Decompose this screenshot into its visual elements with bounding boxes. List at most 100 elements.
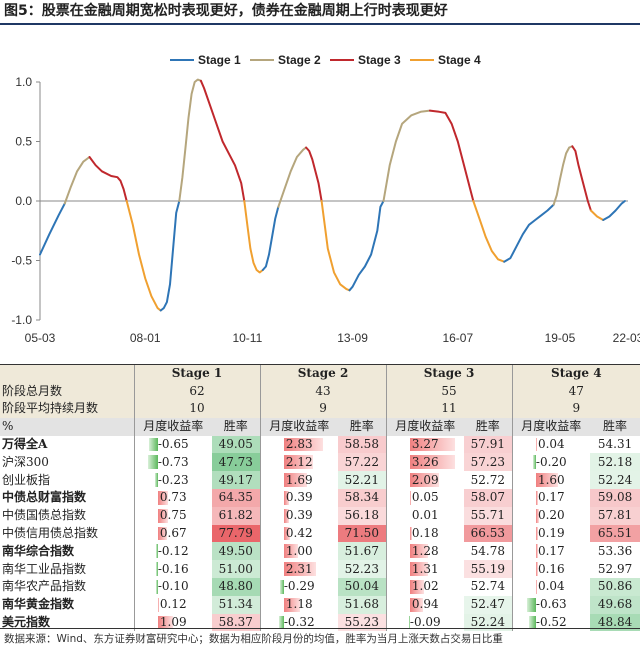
ret-data-bar	[148, 437, 158, 452]
ret-data-bar	[156, 544, 158, 559]
ret-data-bar	[279, 580, 284, 594]
win-cell: 66.53	[464, 524, 513, 543]
table-row: 中债国债总指数 0.75 61.82 0.39 56.18 0.01 55.71 0.20 57…	[0, 506, 640, 525]
win-cell: 52.23	[338, 560, 387, 579]
ret-cell: 2.12	[259, 453, 339, 472]
ret-value: 0.94	[411, 597, 439, 612]
ret-data-bar	[535, 526, 539, 541]
ret-cell: -0.65	[133, 435, 212, 454]
win-cell: 56.18	[338, 506, 387, 525]
legend-label-4: Stage 4	[438, 53, 481, 67]
series-segment-stage-3	[305, 146, 323, 202]
ret-value: 1.69	[285, 472, 313, 487]
series-segment-stage-3	[428, 109, 475, 202]
table-row: 中债总财富指数 0.73 64.35 0.39 58.34 0.05 58.07 0.17 59…	[0, 489, 640, 507]
table-row: 南华农产品指数 -0.10 48.80 -0.29 50.04 1.02 52.74 0.04…	[0, 578, 640, 596]
win-cell: 50.04	[338, 578, 387, 596]
ret-cell: 0.18	[385, 524, 465, 543]
win-cell: 52.74	[464, 578, 513, 596]
ret-cell: 1.18	[259, 595, 339, 614]
ret-value: 1.00	[285, 543, 313, 558]
ret-value: 1.18	[285, 597, 313, 612]
row-name: 南华农产品指数	[2, 579, 87, 594]
win-cell: 52.24	[464, 613, 513, 632]
ret-value: 0.75	[159, 508, 187, 523]
ret-data-bar	[157, 615, 173, 630]
ret-cell: -0.32	[259, 613, 339, 632]
ret-cell: 1.69	[259, 471, 339, 490]
win-cell: 52.24	[590, 471, 640, 490]
ret-data-bar	[409, 491, 411, 505]
win-cell: 48.80	[212, 578, 261, 596]
ret-data-bar	[408, 615, 410, 630]
ret-data-bar	[157, 526, 168, 541]
ret-cell: 2.09	[385, 471, 465, 490]
win-cell: 52.72	[464, 471, 513, 490]
ret-data-bar	[409, 562, 429, 577]
legend-label-3: Stage 3	[358, 53, 401, 67]
y-tick-label: -0.5	[11, 254, 32, 268]
series-segment-stage-4	[320, 200, 351, 292]
series-segment-stage-4	[243, 200, 264, 274]
ret-cell: 1.60	[511, 471, 591, 490]
ret-value: -0.73	[157, 454, 189, 469]
win-cell: 57.22	[338, 453, 387, 472]
ret-cell: 0.01	[385, 506, 465, 525]
ret-value: 0.42	[285, 526, 313, 541]
ret-col-header: 月度收益率	[259, 417, 339, 436]
ret-value: -0.10	[157, 579, 189, 594]
series-segment-stage-2	[382, 109, 431, 202]
ret-data-bar	[409, 526, 413, 541]
total-months-row-value: 55	[385, 382, 513, 401]
ret-data-bar	[155, 562, 158, 577]
ret-cell: 0.39	[259, 506, 339, 525]
ret-cell: -0.16	[133, 560, 212, 579]
ret-value: 0.05	[411, 490, 439, 505]
x-tick-label: 22-03	[613, 331, 640, 345]
table-row: 沪深300 -0.73 47.73 2.12 57.22 3.26 57.23 -0.20 52…	[0, 453, 640, 472]
ret-cell: 1.00	[259, 542, 339, 561]
ret-cell: 1.09	[133, 613, 212, 632]
ret-cell: -0.29	[259, 578, 339, 596]
ret-data-bar	[527, 597, 536, 612]
ret-value: 0.39	[285, 508, 313, 523]
ret-cell: 0.42	[259, 524, 339, 543]
win-cell: 52.47	[464, 595, 513, 614]
ret-data-bar	[283, 473, 308, 488]
ret-data-bar	[535, 508, 539, 523]
series-segment-stage-2	[63, 156, 91, 205]
ret-value: -0.32	[283, 615, 315, 630]
ret-value: 0.73	[159, 490, 187, 505]
series-segment-stage-2	[552, 145, 574, 206]
ret-cell: 3.26	[385, 453, 465, 472]
avg-months-row-label: 阶段平均持续月数	[0, 400, 134, 418]
x-tick-label: 08-01	[130, 331, 161, 345]
table-row: 南华工业品指数 -0.16 51.00 2.31 52.23 1.31 55.19 0.16 5…	[0, 560, 640, 579]
ret-data-bar	[283, 562, 316, 577]
ret-value: -0.65	[157, 437, 189, 452]
win-cell: 51.00	[212, 560, 261, 579]
ret-value: 2.09	[411, 472, 439, 487]
ret-value: 1.60	[537, 472, 565, 487]
ret-value: 0.20	[537, 508, 565, 523]
ret-data-bar	[147, 455, 158, 470]
ret-cell: 3.27	[385, 435, 465, 454]
win-cell: 51.34	[212, 595, 261, 614]
win-cell: 52.97	[590, 560, 640, 579]
ret-cell: 2.31	[259, 560, 339, 579]
win-cell: 65.51	[590, 524, 640, 543]
ret-value: 1.09	[159, 615, 187, 630]
win-cell: 58.58	[338, 435, 387, 454]
ret-data-bar	[283, 508, 290, 523]
stage-header-4: Stage 4	[511, 364, 640, 383]
win-cell: 57.23	[464, 453, 513, 472]
row-name: 南华综合指数	[2, 543, 75, 558]
ret-value: 0.04	[537, 579, 565, 594]
ret-data-bar	[154, 473, 158, 488]
ret-value: -0.20	[535, 454, 567, 469]
win-cell: 48.84	[590, 613, 640, 632]
win-cell: 59.08	[590, 489, 640, 507]
row-name: 南华黄金指数	[2, 597, 75, 612]
series-segment-stage-3	[88, 156, 128, 202]
series-segment-stage-3	[199, 79, 246, 202]
